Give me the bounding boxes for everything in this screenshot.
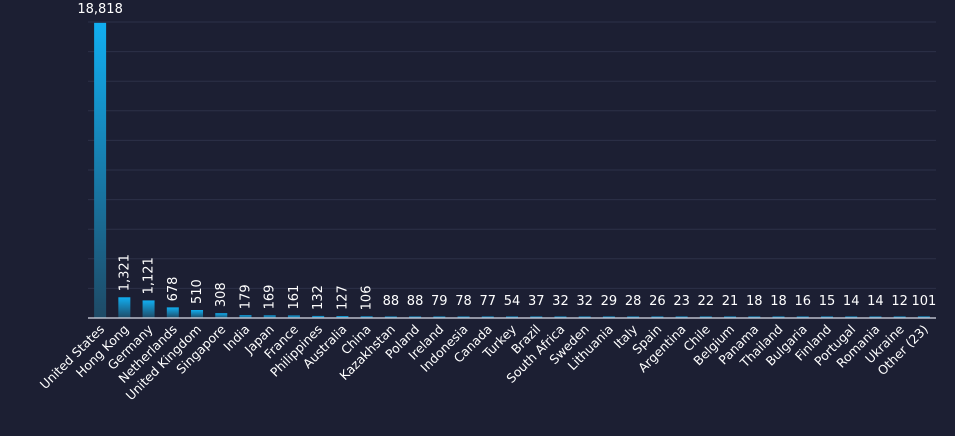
bar (215, 313, 228, 318)
value-label: 78 (455, 294, 472, 309)
bar (94, 22, 107, 319)
bar (118, 297, 131, 318)
bar (287, 315, 300, 318)
value-label: 14 (867, 294, 884, 309)
bar (530, 316, 543, 318)
bar (845, 316, 858, 318)
bar (893, 316, 906, 318)
bar (748, 316, 761, 318)
value-label: 37 (528, 294, 545, 309)
value-label: 88 (383, 294, 400, 309)
value-label: 79 (431, 294, 448, 309)
bars (94, 22, 930, 319)
bar (142, 300, 155, 318)
value-label: 29 (601, 294, 618, 309)
value-label: 161 (287, 285, 302, 310)
gridlines (88, 21, 936, 289)
value-label: 23 (673, 294, 690, 309)
bar (578, 316, 591, 318)
bar (409, 316, 422, 318)
bar (554, 316, 567, 318)
value-label: 12 (891, 294, 908, 309)
value-label: 1,321 (117, 254, 132, 291)
bar (336, 316, 349, 318)
bar (796, 316, 809, 318)
bar (627, 316, 640, 318)
value-label: 15 (819, 294, 836, 309)
bar (191, 310, 204, 318)
bar (263, 315, 276, 318)
value-label: 88 (407, 294, 424, 309)
bar (239, 315, 252, 318)
value-label: 169 (263, 285, 278, 310)
bar (917, 316, 930, 318)
value-label: 21 (722, 294, 739, 309)
value-label: 28 (625, 294, 642, 309)
value-label: 678 (166, 277, 181, 302)
bar (481, 316, 494, 318)
bar (602, 316, 615, 318)
bar (384, 316, 397, 318)
value-label: 77 (479, 294, 496, 309)
value-label: 32 (576, 294, 593, 309)
bar (699, 316, 712, 318)
value-label: 1,121 (142, 257, 157, 294)
value-label: 127 (335, 285, 350, 310)
value-label: 18,818 (77, 2, 123, 17)
value-label: 22 (698, 294, 715, 309)
value-label: 16 (794, 294, 811, 309)
bar (166, 307, 179, 318)
bar (651, 316, 664, 318)
bar (506, 316, 518, 318)
bar (360, 316, 373, 318)
bar (869, 316, 882, 318)
bar (724, 316, 737, 318)
value-label: 26 (649, 294, 666, 309)
value-label: 510 (190, 279, 205, 304)
value-label: 132 (311, 285, 326, 310)
value-label: 106 (360, 286, 375, 311)
value-label: 18 (746, 294, 763, 309)
value-label: 18 (770, 294, 787, 309)
value-label: 101 (911, 294, 936, 309)
value-label: 179 (238, 284, 253, 309)
bar (312, 315, 325, 318)
bar (772, 316, 785, 318)
value-label: 308 (214, 282, 229, 307)
value-label: 32 (552, 294, 569, 309)
bar (457, 316, 470, 318)
value-label: 54 (504, 294, 521, 309)
bar (675, 316, 688, 318)
value-label: 14 (843, 294, 860, 309)
bar (820, 316, 833, 318)
bar (433, 316, 446, 318)
